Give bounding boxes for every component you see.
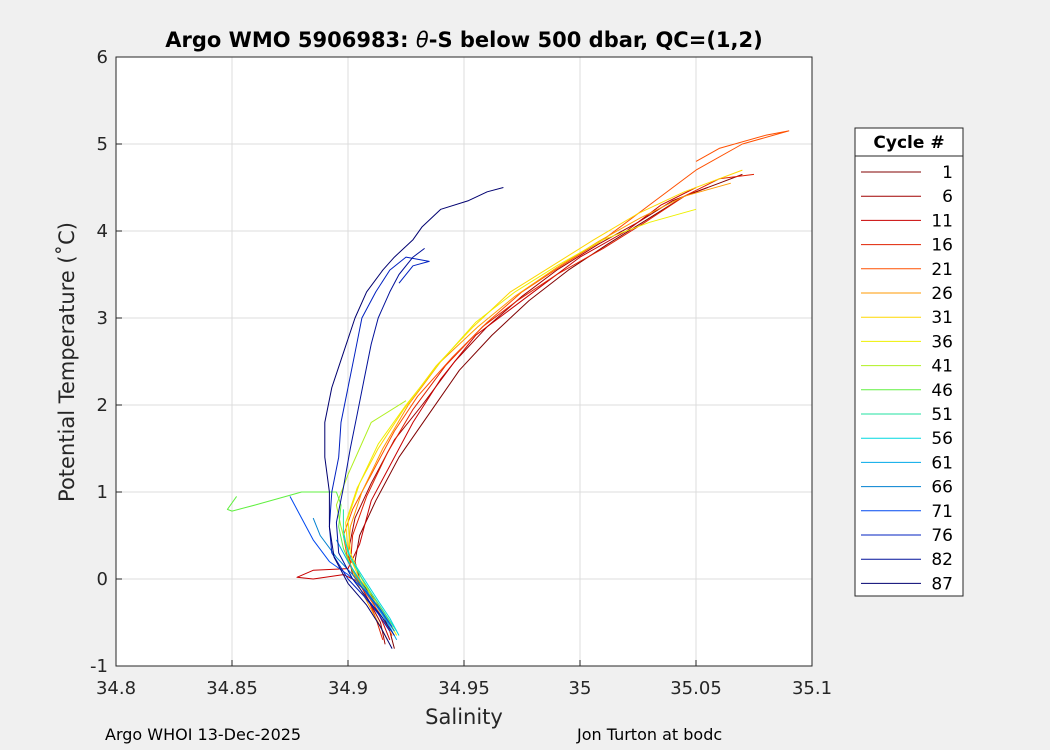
series-line-cycle-82: [335, 247, 425, 636]
legend: Cycle # 16111621263136414651566166717682…: [854, 127, 964, 597]
legend-label-cycle-31: 31: [931, 308, 953, 328]
legend-label-cycle-41: 41: [931, 357, 953, 377]
series-layer: [226, 130, 790, 649]
y-tick-label: 5: [97, 134, 108, 155]
y-tick-labels: -1 0 1 2 3 4 5 6: [90, 47, 108, 677]
x-tick-label: 34.8: [96, 678, 136, 699]
legend-label-cycle-51: 51: [931, 405, 953, 425]
series-line-cycle-76: [328, 256, 430, 632]
legend-label-cycle-36: 36: [931, 332, 953, 352]
footer-left: Argo WHOI 13-Dec-2025: [105, 725, 302, 744]
legend-label-cycle-56: 56: [931, 429, 953, 449]
x-tick-label: 35: [569, 678, 592, 699]
series-line-cycle-51: [342, 509, 398, 632]
legend-title: Cycle #: [873, 133, 944, 153]
legend-label-cycle-6: 6: [942, 187, 953, 207]
y-tick-label: 0: [97, 569, 108, 590]
legend-label-cycle-26: 26: [931, 284, 953, 304]
x-tick-label: 35.05: [670, 678, 722, 699]
x-tick-label: 34.9: [328, 678, 368, 699]
legend-label-cycle-1: 1: [942, 163, 953, 183]
legend-label-cycle-21: 21: [931, 260, 953, 280]
legend-label-cycle-82: 82: [931, 550, 953, 570]
x-tick-label: 34.85: [206, 678, 258, 699]
legend-label-cycle-71: 71: [931, 502, 953, 522]
y-tick-label: -1: [90, 656, 108, 677]
series-line-cycle-56: [342, 535, 400, 636]
legend-box: [854, 127, 964, 597]
y-tick-label: 6: [97, 47, 108, 68]
y-tick-label: 1: [97, 482, 108, 503]
legend-label-cycle-11: 11: [931, 211, 953, 231]
x-tick-label: 35.1: [792, 678, 832, 699]
series-line-cycle-87: [324, 187, 504, 649]
series-line-cycle-71: [289, 496, 393, 628]
legend-label-cycle-87: 87: [931, 574, 953, 594]
legend-label-cycle-61: 61: [931, 453, 953, 473]
y-tick-label: 4: [97, 221, 108, 242]
legend-label-cycle-76: 76: [931, 526, 953, 546]
footer-right: Jon Turton at bodc: [577, 725, 723, 744]
y-axis-label: Potential Temperature (˚C): [55, 222, 79, 502]
y-tick-label: 3: [97, 308, 108, 329]
series-line-cycle-31: [345, 169, 743, 632]
axes-box: [115, 56, 813, 667]
legend-label-cycle-66: 66: [931, 478, 953, 498]
x-axis-label: Salinity: [425, 705, 503, 729]
chart-title: Argo WMO 5906983: θ-S below 500 dbar, QC…: [165, 28, 762, 52]
legend-label-cycle-46: 46: [931, 381, 953, 401]
x-tick-labels: 34.8 34.85 34.9 34.95 35 35.05 35.1: [96, 678, 832, 699]
x-tick-label: 34.95: [438, 678, 490, 699]
legend-label-cycle-16: 16: [931, 236, 953, 256]
y-tick-label: 2: [97, 395, 108, 416]
